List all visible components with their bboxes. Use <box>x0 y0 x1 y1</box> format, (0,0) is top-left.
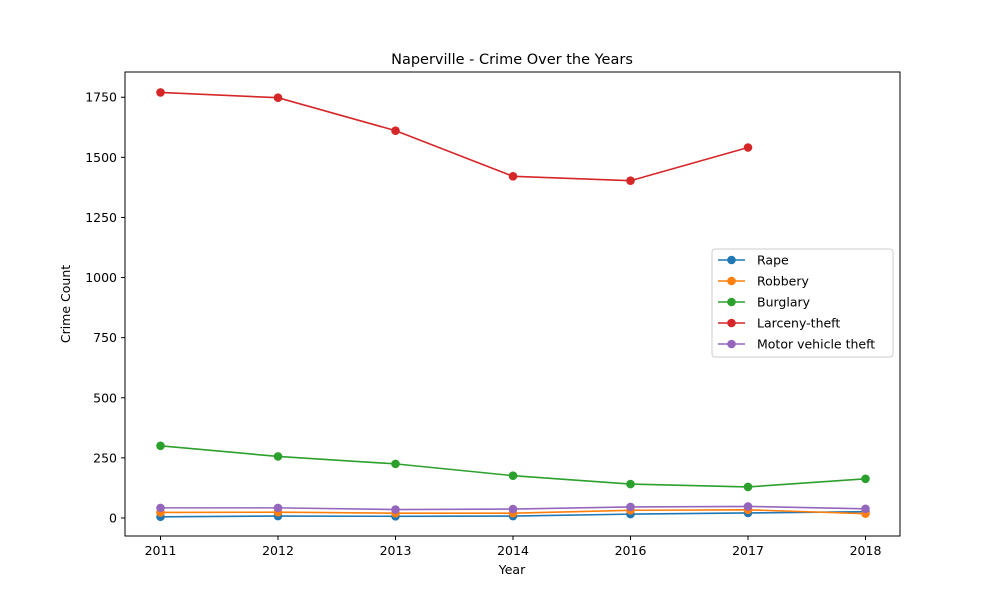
legend-item: Motor vehicle theft <box>718 337 875 352</box>
legend-item: Rape <box>718 253 789 268</box>
data-point <box>626 176 635 185</box>
data-point <box>156 503 165 513</box>
legend-label: Rape <box>757 253 789 268</box>
legend-item: Burglary <box>718 295 811 310</box>
x-tick-label: 2017 <box>732 543 764 558</box>
chart-title: Naperville - Crime Over the Years <box>391 52 633 68</box>
y-axis: 0 250 500 750 1000 1250 1500 1750 <box>85 90 125 525</box>
legend-label: Motor vehicle theft <box>757 337 875 352</box>
y-tick-label: 1750 <box>85 90 117 105</box>
data-point <box>508 172 518 181</box>
data-point <box>508 471 518 480</box>
data-point <box>861 474 870 484</box>
data-point <box>273 452 283 461</box>
y-tick-label: 750 <box>93 330 117 345</box>
y-tick-label: 250 <box>93 450 117 465</box>
y-tick-label: 0 <box>109 510 117 525</box>
legend: Rape Robbery Burglary Larceny-theft Motor ve… <box>711 248 894 358</box>
data-point <box>626 502 635 512</box>
x-axis: 2011 2012 2013 2014 2016 2017 2018 <box>145 536 882 558</box>
x-tick-label: 2012 <box>262 543 294 558</box>
legend-marker <box>727 297 736 307</box>
data-point <box>156 88 165 97</box>
data-point <box>391 459 400 469</box>
series-motor-vehicle-theft <box>156 502 870 514</box>
series-larceny-theft <box>156 88 753 185</box>
legend-marker <box>727 339 736 349</box>
data-point <box>508 504 518 514</box>
data-point <box>626 479 635 489</box>
data-point <box>273 503 283 513</box>
x-tick-label: 2011 <box>145 543 177 558</box>
legend-marker <box>727 276 736 286</box>
x-tick-label: 2018 <box>850 543 882 558</box>
legend-box <box>711 248 894 358</box>
legend-item: Robbery <box>718 274 809 289</box>
y-tick-label: 1500 <box>85 150 117 165</box>
legend-marker <box>727 255 736 265</box>
data-point <box>273 93 283 103</box>
series-line <box>160 91 749 182</box>
data-point <box>391 126 400 135</box>
x-tick-label: 2016 <box>615 543 647 558</box>
y-tick-label: 1250 <box>85 210 117 225</box>
data-point <box>391 505 400 514</box>
data-point <box>743 482 753 492</box>
x-tick-label: 2014 <box>497 543 529 558</box>
x-axis-label: Year <box>498 562 526 577</box>
plot-frame <box>124 71 901 537</box>
data-point <box>861 504 870 514</box>
data-point <box>743 143 753 152</box>
y-axis-label: Crime Count <box>58 265 73 343</box>
data-point <box>743 502 753 511</box>
legend-marker <box>727 318 736 328</box>
x-tick-label: 2013 <box>380 543 412 558</box>
series-burglary <box>156 441 870 492</box>
legend-label: Larceny-theft <box>757 316 840 331</box>
data-point <box>156 441 165 451</box>
legend-label: Burglary <box>757 295 811 310</box>
y-tick-label: 1000 <box>85 270 117 285</box>
legend-label: Robbery <box>757 274 809 289</box>
plot-series <box>156 88 870 522</box>
legend-item: Larceny-theft <box>718 316 840 331</box>
y-tick-label: 500 <box>93 390 117 405</box>
